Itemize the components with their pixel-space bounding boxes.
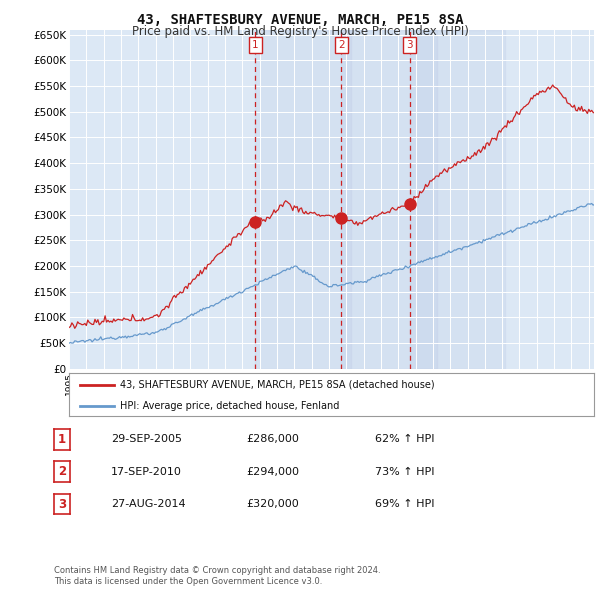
Text: Contains HM Land Registry data © Crown copyright and database right 2024.
This d: Contains HM Land Registry data © Crown c… — [54, 566, 380, 586]
Bar — [255, 30, 350, 369]
Text: £286,000: £286,000 — [246, 434, 299, 444]
Text: 1: 1 — [58, 432, 66, 446]
Text: 73% ↑ HPI: 73% ↑ HPI — [375, 467, 434, 477]
Text: 2: 2 — [338, 40, 344, 50]
Text: £294,000: £294,000 — [246, 467, 299, 477]
Text: 1: 1 — [252, 40, 259, 50]
Text: HPI: Average price, detached house, Fenland: HPI: Average price, detached house, Fenl… — [121, 401, 340, 411]
Bar — [410, 30, 505, 369]
Text: 3: 3 — [58, 497, 66, 511]
Text: Price paid vs. HM Land Registry's House Price Index (HPI): Price paid vs. HM Land Registry's House … — [131, 25, 469, 38]
Text: 27-AUG-2014: 27-AUG-2014 — [111, 499, 185, 509]
Text: 69% ↑ HPI: 69% ↑ HPI — [375, 499, 434, 509]
Text: 29-SEP-2005: 29-SEP-2005 — [111, 434, 182, 444]
Text: 3: 3 — [406, 40, 413, 50]
Text: 43, SHAFTESBURY AVENUE, MARCH, PE15 8SA (detached house): 43, SHAFTESBURY AVENUE, MARCH, PE15 8SA … — [121, 380, 435, 390]
Bar — [341, 30, 437, 369]
Text: 17-SEP-2010: 17-SEP-2010 — [111, 467, 182, 477]
Text: 2: 2 — [58, 465, 66, 478]
Text: 43, SHAFTESBURY AVENUE, MARCH, PE15 8SA: 43, SHAFTESBURY AVENUE, MARCH, PE15 8SA — [137, 13, 463, 27]
Text: 62% ↑ HPI: 62% ↑ HPI — [375, 434, 434, 444]
Text: £320,000: £320,000 — [246, 499, 299, 509]
